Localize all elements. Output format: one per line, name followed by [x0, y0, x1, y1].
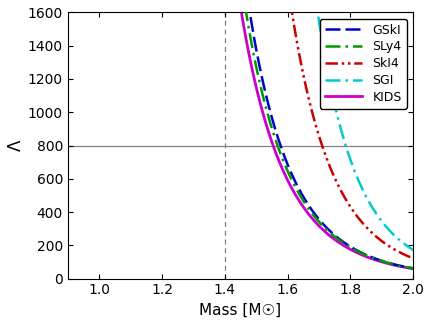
- KIDS: [332, 238, 337, 241]
- SkI4: [135, 7, 140, 11]
- KIDS: [229, 7, 234, 11]
- SGI: [135, 7, 140, 11]
- SLy4: [135, 7, 140, 11]
- SLy4: [332, 235, 337, 239]
- Legend: GSkI, SLy4, SkI4, SGI, KIDS: GSkI, SLy4, SkI4, SGI, KIDS: [319, 19, 406, 109]
- SGI: [229, 7, 234, 11]
- GSkI: [74, 7, 80, 11]
- SLy4: [74, 7, 80, 11]
- GSkI: [162, 7, 167, 11]
- SkI4: [332, 176, 337, 180]
- SGI: [416, 252, 421, 255]
- GSkI: [302, 199, 307, 203]
- KIDS: [162, 7, 167, 11]
- KIDS: [302, 208, 307, 212]
- GSkI: [332, 233, 337, 237]
- Line: SkI4: SkI4: [77, 9, 418, 261]
- X-axis label: Mass [M☉]: Mass [M☉]: [199, 303, 281, 318]
- KIDS: [276, 159, 281, 162]
- SLy4: [416, 267, 421, 271]
- GSkI: [135, 7, 140, 11]
- Line: KIDS: KIDS: [77, 9, 418, 270]
- GSkI: [229, 7, 234, 11]
- Line: SGI: SGI: [77, 9, 418, 254]
- SLy4: [229, 7, 234, 11]
- KIDS: [135, 7, 140, 11]
- Line: SLy4: SLy4: [77, 9, 418, 269]
- KIDS: [416, 268, 421, 272]
- SkI4: [276, 7, 281, 11]
- Y-axis label: Λ: Λ: [7, 140, 25, 151]
- SGI: [332, 103, 337, 107]
- SkI4: [416, 259, 421, 263]
- Line: GSkI: GSkI: [77, 9, 418, 269]
- SkI4: [162, 7, 167, 11]
- SGI: [276, 7, 281, 11]
- SGI: [162, 7, 167, 11]
- GSkI: [416, 267, 421, 271]
- SLy4: [302, 202, 307, 206]
- SkI4: [74, 7, 80, 11]
- SLy4: [162, 7, 167, 11]
- SkI4: [302, 84, 307, 88]
- SkI4: [229, 7, 234, 11]
- GSkI: [276, 139, 281, 143]
- SGI: [302, 7, 307, 11]
- SGI: [74, 7, 80, 11]
- SLy4: [276, 148, 281, 151]
- KIDS: [74, 7, 80, 11]
